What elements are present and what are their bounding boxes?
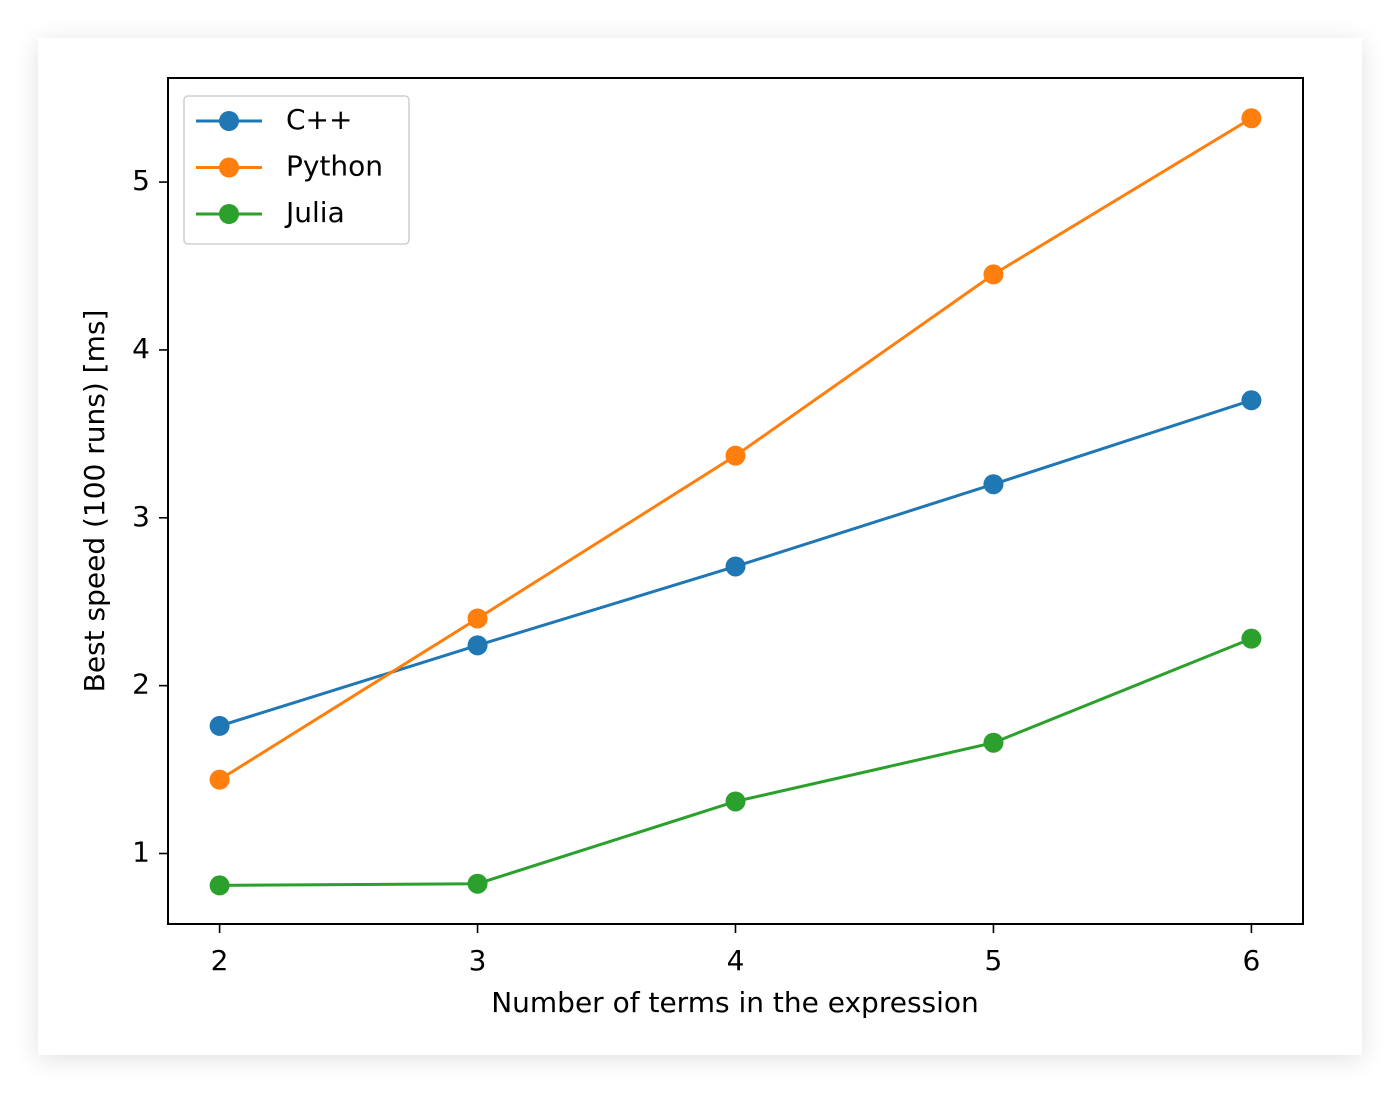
marker: [983, 474, 1004, 495]
marker: [209, 715, 230, 736]
y-tick-label: 1: [132, 836, 150, 869]
x-tick-label: 3: [469, 944, 487, 977]
marker: [725, 791, 746, 812]
y-tick-label: 4: [132, 332, 150, 365]
legend-marker: [219, 204, 239, 224]
y-axis-label: Best speed (100 runs) [ms]: [78, 310, 111, 693]
marker: [209, 875, 230, 896]
legend-marker: [219, 157, 239, 178]
marker: [1241, 628, 1262, 649]
marker: [467, 635, 488, 656]
marker: [209, 769, 230, 790]
legend-label: Python: [286, 150, 383, 183]
legend-label: Julia: [284, 196, 345, 229]
x-tick-label: 2: [211, 944, 229, 977]
marker: [725, 556, 746, 577]
marker: [467, 608, 488, 629]
legend-label: C++: [286, 103, 352, 136]
marker: [725, 445, 746, 466]
x-axis-label: Number of terms in the expression: [491, 986, 979, 1019]
x-tick-label: 4: [727, 944, 745, 977]
x-tick-label: 6: [1242, 944, 1260, 977]
legend-marker: [219, 111, 239, 131]
y-tick-label: 5: [132, 164, 150, 197]
y-tick-label: 2: [132, 668, 150, 701]
marker: [467, 873, 488, 894]
x-tick-label: 5: [985, 944, 1003, 977]
marker: [1241, 390, 1262, 411]
marker: [983, 264, 1004, 285]
marker: [1241, 108, 1262, 129]
plot-frame: [167, 77, 1304, 925]
series-line: [219, 637, 1252, 887]
y-tick-label: 3: [132, 500, 150, 533]
legend-box: [183, 95, 410, 245]
marker: [983, 732, 1004, 753]
